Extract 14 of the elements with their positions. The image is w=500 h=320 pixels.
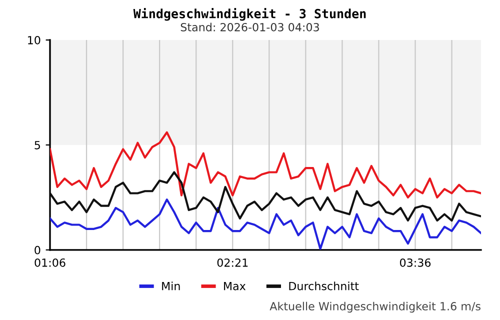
x-tick-label: 01:06 (34, 258, 66, 267)
y-tick-label: 10 (28, 36, 40, 44)
x-tick-label: 03:36 (400, 258, 431, 267)
legend-label: Min (162, 282, 180, 290)
chart-title: Windgeschwindigkeit - 3 Stunden (133, 8, 366, 21)
legend-label: Durchschnitt (289, 282, 359, 290)
line-series (50, 171, 481, 222)
y-tick-label: 5 (34, 141, 40, 150)
legend-label: Max (224, 282, 246, 290)
x-tick-label: 02:21 (217, 258, 248, 267)
y-tick-label: 0 (34, 246, 40, 254)
text: Aktuelle Windgeschwindigkeit 1.6 m/s (270, 302, 480, 313)
chart-subtitle: Stand: 2026-01-03 04:03 (180, 22, 319, 32)
line-series (50, 131, 481, 198)
